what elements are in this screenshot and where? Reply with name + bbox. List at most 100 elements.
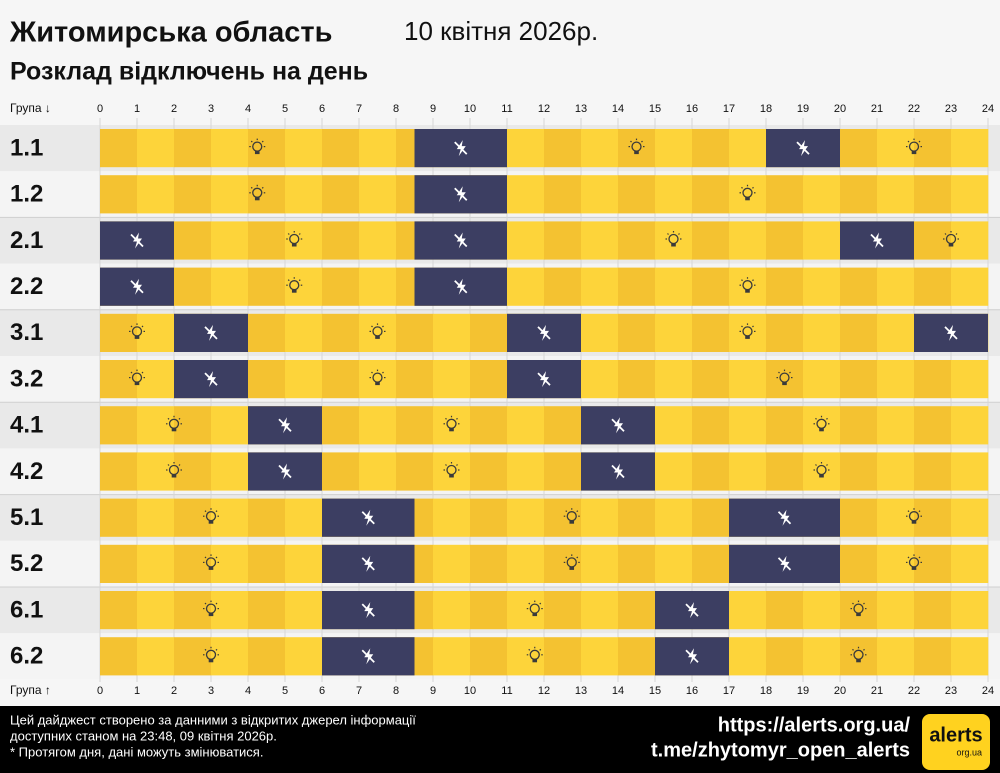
x-tick-label: 12 xyxy=(538,103,550,115)
hour-cell xyxy=(248,221,286,260)
hour-cell xyxy=(803,406,841,445)
x-tick-label: 16 xyxy=(686,685,698,697)
icon-slash xyxy=(361,511,375,525)
row xyxy=(100,637,989,676)
hour-cell xyxy=(729,406,767,445)
hour-cell xyxy=(581,360,619,399)
footer-bg xyxy=(0,706,1000,773)
icon-bulb-ray xyxy=(287,279,290,282)
hour-cell xyxy=(877,360,915,399)
hour-cell xyxy=(470,452,508,491)
hour-cell xyxy=(877,267,915,306)
footer-link[interactable]: t.me/zhytomyr_open_alerts xyxy=(651,739,910,761)
hour-cell xyxy=(914,175,952,214)
hour-cell xyxy=(692,313,730,352)
icon-bulb xyxy=(745,289,750,293)
icon-bulb-ray xyxy=(907,140,910,143)
hour-cell xyxy=(470,406,508,445)
icon-bulb xyxy=(208,520,214,524)
icon-slash xyxy=(361,649,375,663)
icon-bulb xyxy=(671,243,676,247)
hour-cell xyxy=(729,129,767,168)
icon-bulb xyxy=(208,566,214,570)
icon-bulb xyxy=(569,520,575,524)
hour-cell xyxy=(137,498,175,537)
hour-cell xyxy=(285,129,323,168)
icon-bulb-ray xyxy=(167,464,170,466)
hour-cell xyxy=(951,175,989,214)
hour-cell xyxy=(914,221,952,260)
hour-cell xyxy=(433,406,471,445)
icon-bulb xyxy=(134,335,140,339)
icon-slash xyxy=(611,464,625,479)
x-tick-label: 8 xyxy=(393,103,399,115)
hour-cell xyxy=(729,360,767,399)
icon-slash xyxy=(685,603,699,617)
hour-cell xyxy=(914,267,952,306)
hour-cell xyxy=(766,452,804,491)
icon-bulb-ray xyxy=(667,233,669,235)
hour-cell xyxy=(544,452,582,491)
hour-cell xyxy=(951,544,989,583)
hour-cell xyxy=(248,313,286,352)
x-tick-label: 6 xyxy=(319,103,325,115)
row-label: 6.1 xyxy=(10,596,43,623)
icon-bulb-ray xyxy=(215,648,218,651)
row xyxy=(100,498,989,537)
x-tick-label: 14 xyxy=(612,685,624,697)
icon-bulb-ray xyxy=(641,140,643,143)
row-label: 1.2 xyxy=(10,181,43,208)
hour-cell xyxy=(951,637,989,676)
hour-cell xyxy=(433,637,471,676)
hour-cell xyxy=(137,591,175,630)
hour-cell xyxy=(396,360,434,399)
hour-cell xyxy=(877,637,915,676)
hour-cell xyxy=(618,129,656,168)
hour-cell xyxy=(766,221,804,260)
hour-cell xyxy=(618,360,656,399)
hour-cell xyxy=(840,267,878,306)
x-tick-label: 2 xyxy=(171,103,177,115)
hour-cell xyxy=(544,406,582,445)
row-label: 5.1 xyxy=(10,504,43,531)
x-tick-label: 7 xyxy=(356,685,362,697)
hour-cell xyxy=(507,175,545,214)
row-label: 2.2 xyxy=(10,273,43,300)
icon-bulb-ray xyxy=(445,464,447,466)
hour-cell xyxy=(877,452,915,491)
hour-cell xyxy=(359,175,397,214)
hour-cell xyxy=(100,591,138,630)
hour-cell xyxy=(211,544,249,583)
icon-bulb xyxy=(911,151,917,155)
x-tick-label: 13 xyxy=(575,103,587,115)
icon-bulb xyxy=(948,243,954,247)
hour-cell xyxy=(877,544,915,583)
hour-cell xyxy=(285,544,323,583)
icon-bulb-ray xyxy=(778,371,780,374)
hour-cell xyxy=(692,544,730,583)
hour-cell xyxy=(544,175,582,214)
hour-cell xyxy=(248,175,286,214)
hour-cell xyxy=(655,313,693,352)
footer-link[interactable]: https://alerts.org.ua/ xyxy=(718,714,911,736)
hour-cell xyxy=(507,591,545,630)
icon-bulb-ray xyxy=(576,556,579,559)
hour-cell xyxy=(951,129,989,168)
hour-cell xyxy=(951,360,989,399)
hour-cell xyxy=(285,637,323,676)
hour-cell xyxy=(951,221,989,260)
hour-cell xyxy=(914,637,952,676)
row xyxy=(100,129,989,168)
row xyxy=(100,360,989,399)
hour-cell xyxy=(581,267,619,306)
hour-cell xyxy=(803,267,841,306)
x-tick-label: 15 xyxy=(649,685,661,697)
icon-bulb xyxy=(569,566,575,570)
hour-cell xyxy=(655,406,693,445)
x-tick-label: 11 xyxy=(501,103,512,115)
hour-cell xyxy=(211,267,249,306)
hour-cell xyxy=(803,221,841,260)
icon-bulb xyxy=(291,243,297,247)
hour-cell xyxy=(729,452,767,491)
